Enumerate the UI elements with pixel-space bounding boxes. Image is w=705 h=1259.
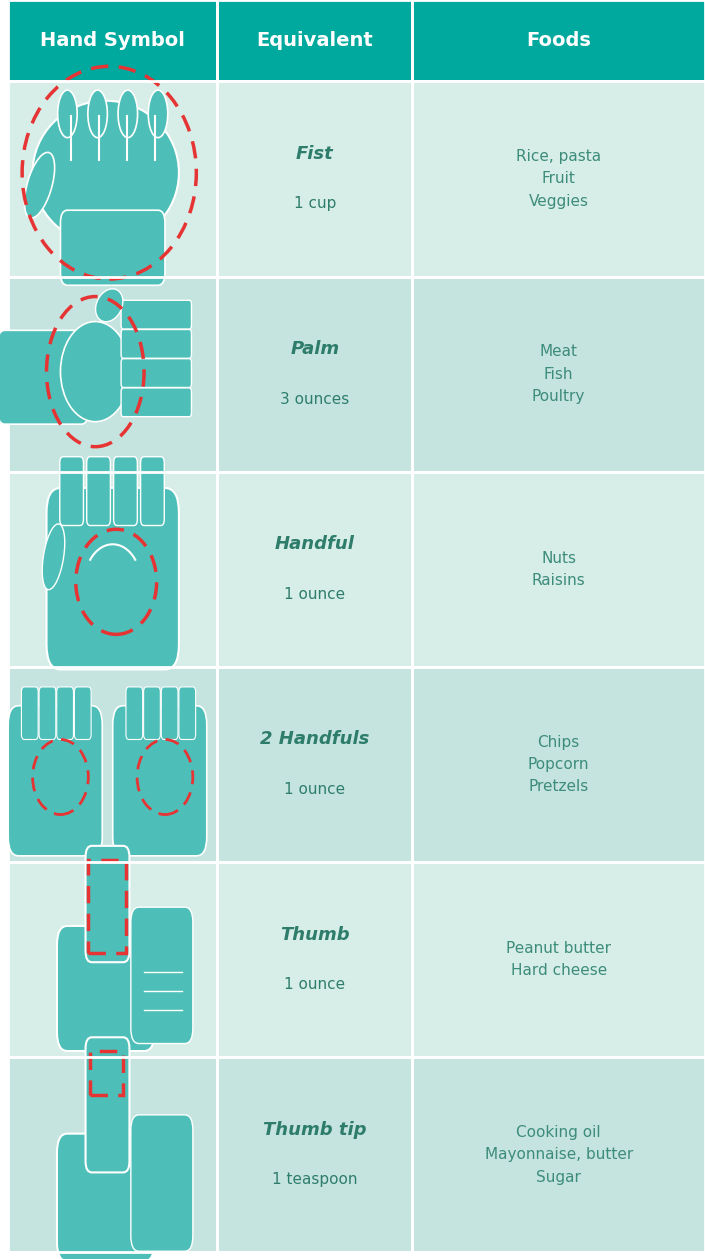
Ellipse shape xyxy=(42,524,65,589)
Text: 1 teaspoon: 1 teaspoon xyxy=(272,1172,357,1187)
Text: Chips
Popcorn
Pretzels: Chips Popcorn Pretzels xyxy=(528,735,589,794)
FancyBboxPatch shape xyxy=(217,1058,412,1253)
Text: Palm: Palm xyxy=(290,340,339,358)
Text: Peanut butter
Hard cheese: Peanut butter Hard cheese xyxy=(506,942,611,978)
FancyBboxPatch shape xyxy=(179,687,195,739)
FancyBboxPatch shape xyxy=(126,687,142,739)
FancyBboxPatch shape xyxy=(217,82,412,277)
FancyBboxPatch shape xyxy=(412,862,705,1058)
FancyBboxPatch shape xyxy=(8,706,102,856)
FancyBboxPatch shape xyxy=(412,472,705,667)
FancyBboxPatch shape xyxy=(412,1058,705,1253)
FancyBboxPatch shape xyxy=(8,277,217,472)
Text: Meat
Fish
Poultry: Meat Fish Poultry xyxy=(532,345,585,404)
FancyBboxPatch shape xyxy=(0,330,88,424)
FancyBboxPatch shape xyxy=(412,0,705,82)
FancyBboxPatch shape xyxy=(412,82,705,277)
Ellipse shape xyxy=(96,288,123,322)
FancyBboxPatch shape xyxy=(140,457,164,525)
Text: 2 Handfuls: 2 Handfuls xyxy=(260,730,369,749)
FancyBboxPatch shape xyxy=(8,667,217,862)
Ellipse shape xyxy=(58,91,77,137)
FancyBboxPatch shape xyxy=(217,667,412,862)
FancyBboxPatch shape xyxy=(60,457,83,525)
Text: Foods: Foods xyxy=(526,31,591,50)
Text: Rice, pasta
Fruit
Veggies: Rice, pasta Fruit Veggies xyxy=(516,150,601,209)
FancyBboxPatch shape xyxy=(61,210,165,286)
Ellipse shape xyxy=(88,91,107,137)
Text: Hand Symbol: Hand Symbol xyxy=(40,31,185,50)
FancyBboxPatch shape xyxy=(217,0,412,82)
FancyBboxPatch shape xyxy=(21,687,38,739)
FancyBboxPatch shape xyxy=(114,457,137,525)
FancyBboxPatch shape xyxy=(113,706,207,856)
FancyBboxPatch shape xyxy=(8,472,217,667)
FancyBboxPatch shape xyxy=(144,687,160,739)
FancyBboxPatch shape xyxy=(57,1133,154,1259)
FancyBboxPatch shape xyxy=(161,687,178,739)
FancyBboxPatch shape xyxy=(85,1037,130,1172)
Text: 1 ounce: 1 ounce xyxy=(284,587,345,602)
FancyBboxPatch shape xyxy=(121,359,192,388)
FancyBboxPatch shape xyxy=(412,277,705,472)
FancyBboxPatch shape xyxy=(217,277,412,472)
FancyBboxPatch shape xyxy=(57,925,154,1051)
Text: Handful: Handful xyxy=(275,535,355,553)
FancyBboxPatch shape xyxy=(131,1115,193,1251)
FancyBboxPatch shape xyxy=(217,472,412,667)
FancyBboxPatch shape xyxy=(85,846,130,962)
FancyBboxPatch shape xyxy=(56,687,73,739)
FancyBboxPatch shape xyxy=(8,0,217,82)
Text: 1 cup: 1 cup xyxy=(293,196,336,212)
FancyBboxPatch shape xyxy=(47,488,179,670)
Text: 1 ounce: 1 ounce xyxy=(284,782,345,797)
Ellipse shape xyxy=(32,101,179,244)
Ellipse shape xyxy=(148,91,168,137)
FancyBboxPatch shape xyxy=(131,908,193,1044)
FancyBboxPatch shape xyxy=(121,330,192,359)
Text: Fist: Fist xyxy=(296,145,333,162)
Text: 3 ounces: 3 ounces xyxy=(280,392,350,407)
Ellipse shape xyxy=(25,152,54,218)
FancyBboxPatch shape xyxy=(121,301,192,329)
FancyBboxPatch shape xyxy=(75,687,91,739)
FancyBboxPatch shape xyxy=(87,457,111,525)
FancyBboxPatch shape xyxy=(412,667,705,862)
FancyBboxPatch shape xyxy=(39,687,56,739)
FancyBboxPatch shape xyxy=(121,388,192,417)
FancyBboxPatch shape xyxy=(8,82,217,277)
Text: Thumb tip: Thumb tip xyxy=(263,1121,367,1139)
FancyBboxPatch shape xyxy=(217,862,412,1058)
Text: Equivalent: Equivalent xyxy=(257,31,373,50)
Ellipse shape xyxy=(118,91,137,137)
Text: Nuts
Raisins: Nuts Raisins xyxy=(532,550,586,588)
Text: Thumb: Thumb xyxy=(280,925,350,944)
Text: Cooking oil
Mayonnaise, butter
Sugar: Cooking oil Mayonnaise, butter Sugar xyxy=(484,1126,633,1185)
FancyBboxPatch shape xyxy=(8,1058,217,1253)
FancyBboxPatch shape xyxy=(8,862,217,1058)
Ellipse shape xyxy=(61,321,130,422)
Text: 1 ounce: 1 ounce xyxy=(284,977,345,992)
